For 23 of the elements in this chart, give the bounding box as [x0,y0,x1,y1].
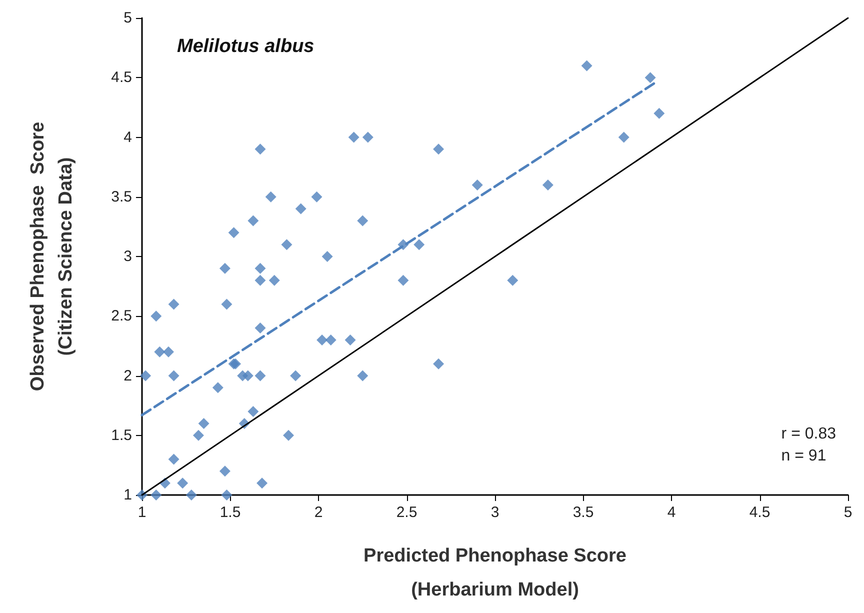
x-axis-title: Predicted Phenophase Score (Herbarium Model) [364,546,626,600]
y-tick-label: 4 [124,128,132,146]
y-tick-label: 1.5 [111,426,132,444]
y-tick-label: 2.5 [111,308,132,325]
x-tick-label: 4 [667,504,676,521]
y-axis-title: Observed Phenophase Score (Citizen Science Data) [28,122,76,392]
x-tick-label: 3.5 [572,504,594,521]
x-tick-label: 2 [314,504,323,521]
y-tick-label: 1 [124,486,132,504]
x-tick-label: 1.5 [220,504,241,521]
y-tick-label: 2 [124,367,132,384]
annotation: n = 91 [781,448,826,464]
y-tick-label: 3.5 [111,188,132,206]
text: Melilotus albus [177,36,314,57]
x-tick-label: 2.5 [396,504,418,521]
y-tick-label: 5 [124,10,132,26]
annotation: r = 0.83 [781,426,836,442]
y-tick-label: 3 [124,248,132,265]
y-tick-label: 4.5 [111,69,132,86]
x-tick-label: 1 [138,504,146,521]
x-tick-label: 3 [490,504,500,521]
x-tick-label: 5 [844,504,852,521]
x-tick-label: 4.5 [749,504,770,521]
